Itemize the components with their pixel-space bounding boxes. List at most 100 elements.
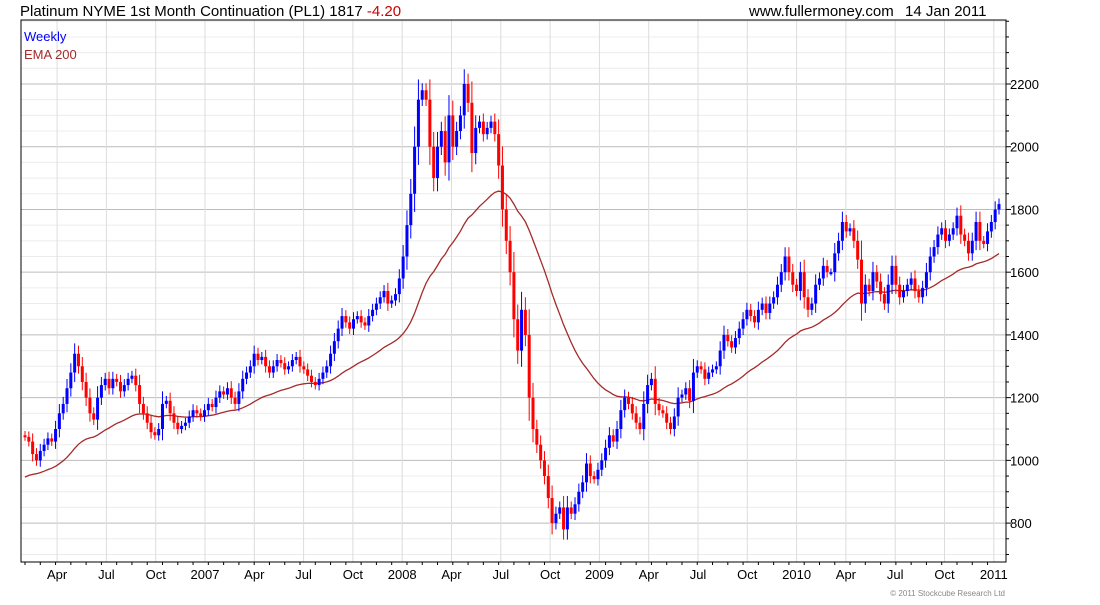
candle-body — [653, 378, 657, 404]
candle — [199, 408, 203, 421]
candle-body — [287, 366, 291, 370]
candle-body — [661, 410, 665, 414]
candle-body — [680, 394, 684, 398]
candle — [214, 390, 218, 414]
candle — [118, 374, 122, 398]
candle-body — [749, 309, 753, 317]
candle — [390, 295, 394, 308]
candle-body — [203, 410, 207, 417]
candle-body — [634, 413, 638, 423]
candle-body — [206, 403, 210, 411]
candle — [550, 485, 554, 535]
candle-body — [111, 378, 115, 389]
candle — [69, 363, 73, 397]
candle-body — [225, 388, 229, 395]
candle — [172, 406, 176, 430]
candle — [371, 303, 375, 322]
candle — [504, 194, 508, 255]
candle — [653, 366, 657, 416]
candle-body — [890, 265, 894, 285]
candle — [921, 280, 925, 304]
candle — [974, 211, 978, 251]
candle-body — [825, 265, 829, 273]
y-tick-label: 1800 — [1010, 202, 1039, 217]
candle-body — [107, 378, 111, 389]
candle — [313, 377, 317, 390]
candle-body — [833, 253, 837, 273]
candle — [542, 451, 546, 485]
candle-body — [245, 372, 249, 379]
candle — [401, 245, 405, 289]
candle — [126, 372, 130, 391]
site-url[interactable]: www.fullermoney.com — [748, 3, 894, 20]
candle-body — [921, 287, 925, 298]
candle-body — [695, 366, 699, 373]
candle-body — [161, 403, 165, 430]
candle-body — [829, 272, 833, 275]
candle-body — [875, 272, 879, 282]
candle — [306, 363, 310, 382]
candle-body — [924, 272, 928, 288]
candle — [592, 471, 596, 484]
candle-body — [665, 413, 669, 423]
price-change: -4.20 — [367, 3, 401, 20]
candle-body — [329, 353, 333, 367]
x-tick-label: Apr — [47, 567, 68, 582]
candle-body — [470, 102, 474, 153]
candle-body — [271, 366, 275, 373]
candle — [145, 406, 149, 430]
candle — [848, 223, 852, 236]
x-tick-label: Oct — [934, 567, 955, 582]
candle — [130, 370, 134, 384]
candle-body — [741, 319, 745, 329]
y-tick-label: 1200 — [1010, 391, 1039, 406]
candle — [355, 311, 359, 324]
candle — [741, 312, 745, 335]
candle-body — [531, 397, 535, 430]
candle-body — [646, 385, 650, 404]
candle — [493, 113, 497, 142]
candle-body — [355, 316, 359, 320]
candle — [726, 328, 730, 347]
x-tick-label: Oct — [737, 567, 758, 582]
candle-body — [397, 278, 401, 295]
candle-body — [527, 334, 531, 398]
candle-body — [432, 146, 436, 179]
candle — [749, 303, 753, 322]
candle-body — [195, 410, 199, 414]
candle-body — [367, 316, 371, 326]
candle — [810, 297, 814, 316]
candle-body — [344, 316, 348, 323]
candle-body — [978, 221, 982, 241]
candle-body — [550, 498, 554, 524]
candle — [153, 427, 157, 440]
candle — [852, 220, 856, 249]
candle — [321, 366, 325, 385]
candle — [462, 69, 466, 129]
candle-body — [34, 454, 38, 461]
candle-body — [439, 131, 443, 147]
candle — [871, 261, 875, 301]
x-tick-label: Oct — [146, 567, 167, 582]
candle — [512, 251, 516, 338]
candle-body — [558, 507, 562, 514]
candle-body — [623, 397, 627, 411]
candle — [940, 222, 944, 240]
candle-body — [149, 422, 153, 433]
candle-body — [199, 413, 203, 417]
candle — [405, 210, 409, 270]
candle — [141, 396, 145, 420]
candle-body — [153, 432, 157, 436]
candle — [623, 389, 627, 418]
candle — [546, 464, 550, 509]
candle — [413, 126, 417, 212]
candle-body — [626, 397, 630, 404]
candle — [863, 274, 867, 313]
candle — [500, 146, 504, 227]
candle — [96, 386, 100, 430]
candle-body — [332, 341, 336, 354]
candle — [733, 330, 737, 354]
candle — [34, 448, 38, 466]
candle-body — [374, 303, 378, 310]
candle — [115, 373, 119, 387]
